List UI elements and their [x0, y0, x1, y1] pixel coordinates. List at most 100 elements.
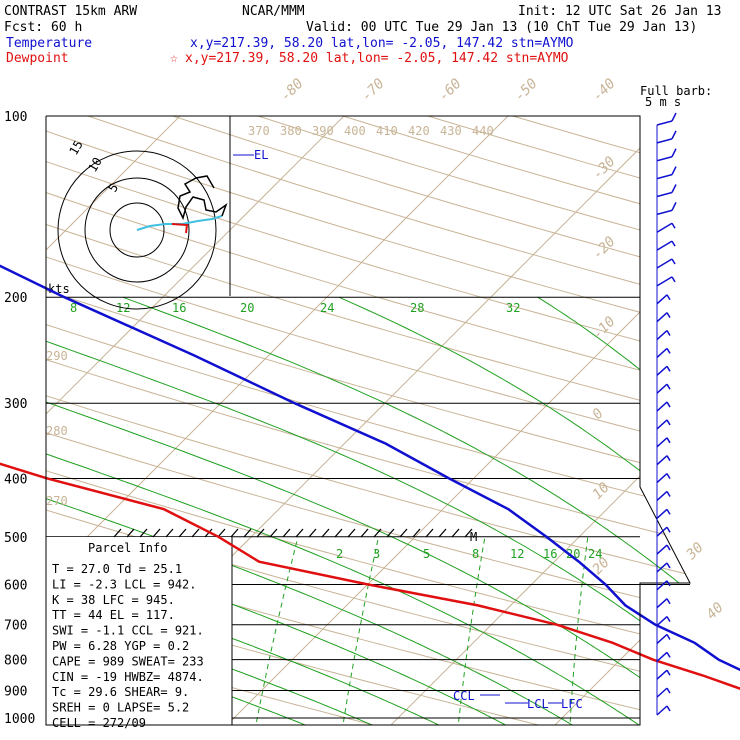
theta-label: 390: [312, 124, 334, 138]
wind-barb: [656, 276, 673, 287]
wind-barb-flag: [666, 562, 671, 569]
barb-legend-title: Full barb:: [640, 84, 712, 98]
ccl-marker: CCL: [453, 689, 475, 703]
wind-barb-flag: [666, 419, 671, 426]
wind-barb-flag: [671, 166, 677, 175]
barb-legend-units: 5 m s: [645, 95, 681, 109]
parcel-row: PW = 6.28 YGP = 0.2: [52, 639, 189, 653]
mixing-ratio-labels: 2 3 5 8 12 16 20 24: [336, 547, 602, 561]
el-marker: EL: [254, 148, 268, 162]
wind-barb-flag: [671, 240, 676, 247]
isotherm-label: -30: [590, 154, 619, 183]
wind-barb: [656, 562, 668, 573]
wind-barb: [656, 138, 673, 144]
parcel-row: LI = -2.3 LCL = 942.: [52, 577, 197, 591]
wind-barb-flag: [671, 222, 676, 229]
wind-barb-flag: [666, 330, 671, 336]
mixing-ratio-label: 16: [543, 547, 557, 561]
lfc-marker: LFC: [561, 697, 583, 711]
theta-label: 380: [280, 124, 302, 138]
wind-barb: [656, 669, 668, 680]
hodo-trace-upper: [177, 175, 228, 221]
wind-barb-flag: [666, 383, 671, 390]
isotherm-label: 40: [704, 600, 727, 623]
wind-barb: [656, 580, 668, 591]
wind-barb: [656, 651, 668, 662]
wind-barb-flag: [666, 312, 671, 319]
wind-barb: [656, 490, 668, 502]
wind-barb: [656, 258, 673, 269]
parcel-row: SWI = -1.1 CCL = 921.: [52, 624, 204, 638]
dewpoint-profile: [0, 462, 740, 690]
wind-barb: [656, 173, 673, 180]
thetae-label: 24: [320, 301, 334, 315]
wind-barb: [656, 508, 668, 519]
wind-barb: [656, 544, 668, 555]
wind-barb: [656, 240, 673, 251]
mixing-ratio-label: 5: [423, 547, 430, 561]
hodo-trace-low: [136, 215, 223, 231]
theta-label: 410: [376, 124, 398, 138]
wind-barb: [656, 633, 668, 645]
pressure-labels: 100 200 300 400 500 600 700 800 900 1000: [4, 110, 35, 727]
hodo-ring-5: [109, 202, 165, 258]
wind-barb: [656, 598, 668, 609]
wind-barb-flag: [666, 616, 671, 622]
isotherm-label: 0: [590, 406, 607, 423]
hash-marks-500: [113, 528, 473, 538]
dewpoint-legend: Dewpoint: [6, 51, 69, 66]
hodo-ring-label: 10: [85, 155, 104, 175]
wind-barb: [656, 383, 668, 394]
wind-barb-flag: [671, 148, 677, 158]
wind-barb: [656, 191, 673, 198]
wind-barb-flag: [666, 348, 671, 354]
isotherm-label: 30: [683, 540, 707, 564]
wind-barbs: [656, 112, 677, 716]
mixing-ratio-label: 20: [566, 547, 580, 561]
wind-barb-flag: [666, 580, 671, 587]
temperature-profile: [0, 264, 740, 672]
wind-barb-flag: [666, 455, 671, 462]
model-title: CONTRAST 15km ARW: [4, 4, 137, 19]
wind-barb-flag: [671, 184, 677, 193]
mixing-ratio-label: 3: [373, 547, 380, 561]
wind-barb-flag: [671, 258, 676, 265]
theta-label: 420: [408, 124, 430, 138]
wind-barb-flag: [666, 598, 671, 605]
isotherm-label: -70: [359, 76, 388, 105]
isotherm-label: -20: [590, 234, 619, 263]
wind-barb: [656, 401, 668, 412]
dewpoint-star-icon: ☆: [170, 51, 178, 66]
parcel-row: CIN = -19 HWBZ= 4874.: [52, 670, 204, 684]
theta-label: 280: [46, 424, 68, 438]
wind-barb: [656, 419, 668, 430]
pressure-label: 100: [4, 110, 27, 125]
wind-barb-flag: [666, 473, 671, 479]
wind-barb: [656, 209, 673, 216]
pressure-label: 200: [4, 291, 27, 306]
wind-barb: [656, 156, 673, 162]
wind-barb-flag: [666, 669, 671, 676]
parcel-row: TT = 44 EL = 117.: [52, 608, 175, 622]
wind-barb-flag: [666, 508, 671, 515]
theta-label: 290: [46, 349, 68, 363]
wind-barb: [656, 120, 673, 126]
wind-barb-flag: [666, 294, 671, 301]
hodograph: 5 10 15 kts: [48, 116, 231, 310]
hodo-trace-mid: [171, 223, 189, 234]
thetae-labels: 8 12 16 20 24 28 32: [70, 301, 520, 315]
wind-barb-flag: [666, 705, 671, 712]
theta-labels: 370 380 390 400 410 420 430 440 290 280 270: [46, 124, 494, 508]
parcel-row: CAPE = 989 SWEAT= 233: [52, 654, 204, 668]
center-title: NCAR/MMM: [242, 4, 305, 19]
isotherm-label: -40: [590, 76, 619, 105]
valid-time: Valid: 00 UTC Tue 29 Jan 13 (10 ChT Tue …: [306, 20, 697, 35]
pressure-label: 300: [4, 397, 27, 412]
mixing-ratio-label: 8: [472, 547, 479, 561]
mixing-ratio-label: 2: [336, 547, 343, 561]
wind-barb: [656, 312, 668, 323]
wind-barb-flag: [666, 544, 671, 551]
thetae-label: 32: [506, 301, 520, 315]
